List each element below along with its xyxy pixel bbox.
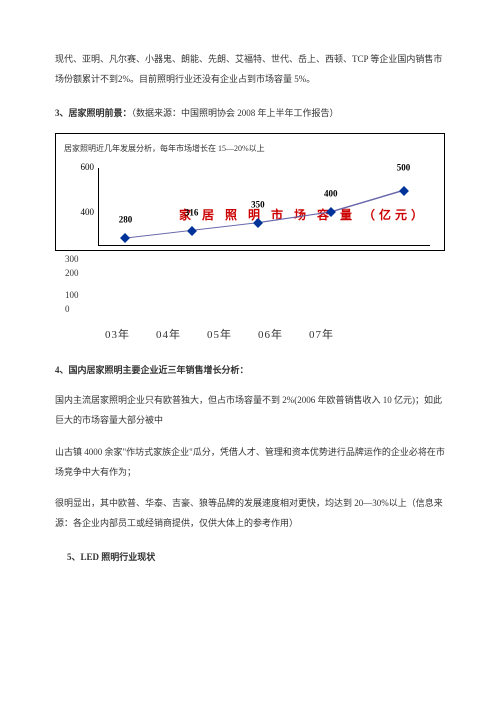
ytick-0: 0 (65, 303, 445, 317)
chart-container: 居家照明近几年发展分析，每年市场增长在 15—20%以上 600 400 家 居… (55, 133, 445, 251)
ytick-200: 200 (65, 267, 445, 281)
plot-area: 家 居 照 明 市 场 容 量 （亿元） 280 316 350 400 500 (98, 168, 430, 246)
label-07: 500 (397, 158, 411, 178)
section4-heading: 4、国内居家照明主要企业近三年销售增长分析： (55, 361, 445, 381)
section3-source: （数据来源：中国照明协会 2008 年上半年工作报告） (132, 108, 339, 118)
section4-p2: 山古镇 4000 余家"作坊式家族企业"瓜分，凭借人才、管理和资本优势进行品牌运… (55, 443, 445, 483)
ytick-300: 300 (65, 253, 445, 267)
xcat-06: 06年 (258, 323, 283, 347)
section4-p1: 国内主流居家照明企业只有欧普独大，但占市场容量不到 2%(2006 年欧普销售收… (55, 391, 445, 431)
ytick-600: 600 (64, 158, 94, 178)
xcat-04: 04年 (156, 323, 181, 347)
label-03: 280 (119, 211, 133, 231)
ytick-400: 400 (64, 203, 94, 223)
ytick-100: 100 (65, 289, 445, 303)
chart-axis-area: 600 400 家 居 照 明 市 场 容 量 （亿元） 280 316 350… (64, 168, 436, 246)
intro-paragraph: 现代、亚明、凡尔赛、小器鬼、朗能、先朗、艾福特、世代、岳上、西顿、TCP 等企业… (55, 50, 445, 90)
section3-heading: 3、居家照明前景：（数据来源：中国照明协会 2008 年上半年工作报告） (55, 104, 445, 124)
x-axis-labels: 03年 04年 05年 06年 07年 (105, 323, 445, 347)
xcat-05: 05年 (207, 323, 232, 347)
label-06: 400 (324, 185, 338, 205)
chart-top-note: 居家照明近几年发展分析，每年市场增长在 15—20%以上 (64, 140, 436, 158)
section3-title-text: 3、居家照明前景： (55, 108, 132, 118)
section5-heading: 5、LED 照明行业现状 (67, 548, 445, 568)
label-05: 350 (251, 195, 265, 215)
section4-p3: 很明显出，其中欧普、华泰、吉豪、狼等品牌的发展速度相对更快，均达到 20—30%… (55, 494, 445, 534)
extra-y-ticks: 300 200 100 0 (65, 253, 445, 317)
xcat-07: 07年 (309, 323, 334, 347)
label-04: 316 (185, 203, 199, 223)
xcat-03: 03年 (105, 323, 130, 347)
